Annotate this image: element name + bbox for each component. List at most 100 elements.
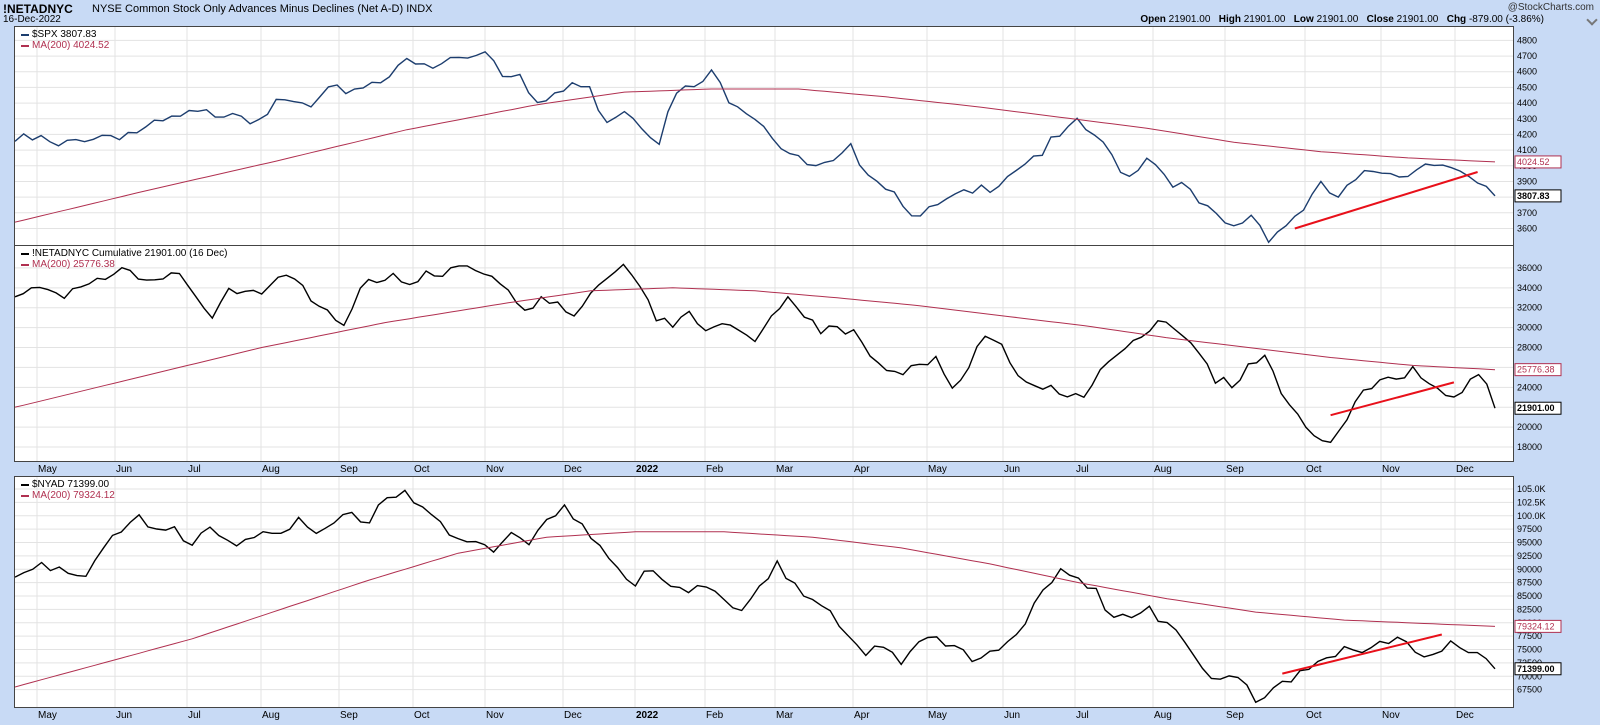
nyad-y-axis: 105.0K 102.5K 100.0K 97500 95000 92500 90000 87… — [1514, 484, 1562, 695]
y-tick-label: 28000 — [1517, 343, 1542, 353]
y-tick-label: 34000 — [1517, 283, 1542, 293]
x-tick-label: Mar — [776, 464, 794, 475]
price-line — [15, 489, 1496, 704]
x-tick-label: Aug — [1154, 464, 1172, 475]
spx-legend-label: $SPX 3807.83 — [32, 29, 97, 40]
nyad-panel: $NYAD 71399.00 MA(200) 79324.12 — [14, 476, 1514, 708]
y-tick-label: 85000 — [1517, 591, 1542, 601]
y-tick-label: 18000 — [1517, 442, 1542, 452]
y-tick-label: 3900 — [1517, 176, 1537, 186]
trendline — [1282, 633, 1443, 675]
y-tick-label: 4800 — [1517, 35, 1537, 45]
y-tick-label: 90000 — [1517, 564, 1542, 574]
x-tick-label: Jul — [188, 464, 201, 475]
nyad-legend-swatch — [21, 483, 29, 486]
gridlines — [15, 246, 1513, 461]
spx-plot — [15, 27, 1513, 245]
ma-value-box — [1514, 155, 1562, 169]
ticker-description: NYSE Common Stock Only Advances Minus De… — [92, 3, 433, 15]
y-tick-label: 4100 — [1517, 145, 1537, 155]
brand-label[interactable]: @StockCharts.com — [1507, 2, 1594, 13]
close-value: 21901.00 — [1396, 14, 1439, 25]
nyad-ma-legend-label: MA(200) 79324.12 — [32, 490, 115, 501]
x-tick-label: Nov — [1382, 710, 1400, 721]
trendline — [1330, 381, 1455, 417]
ma-value-label: 4024.52 — [1517, 157, 1550, 167]
y-tick-label: 82500 — [1517, 604, 1542, 614]
x-tick-label: Feb — [706, 464, 724, 475]
y-tick-label: 20000 — [1517, 422, 1542, 432]
open-label: Open — [1140, 14, 1166, 25]
netad-legend-label: !NETADNYC Cumulative 21901.00 (16 Dec) — [32, 248, 228, 259]
x-tick-label: Mar — [776, 710, 794, 721]
y-tick-label: 3700 — [1517, 208, 1537, 218]
x-tick-label: Aug — [262, 710, 280, 721]
nyad-legend-label: $NYAD 71399.00 — [32, 479, 110, 490]
spx-y-axis: 4800470046004500440043004200410040003900… — [1514, 35, 1562, 233]
ma-value-box — [1514, 619, 1562, 633]
x-tick-label: Nov — [486, 464, 504, 475]
x-tick-label: May — [38, 710, 57, 721]
spx-ma-legend-swatch — [21, 44, 29, 47]
x-tick-label: Aug — [1154, 710, 1172, 721]
x-tick-label: 2022 — [636, 710, 659, 721]
x-tick-label: May — [38, 464, 57, 475]
y-tick-label: 4400 — [1517, 98, 1537, 108]
x-axis-bottom: May Jun Jul Aug Sep Oct Nov Dec 2022 Feb Mar Apr May… — [14, 708, 1514, 723]
y-tick-label: 100.0K — [1517, 511, 1546, 521]
netad-legend-swatch — [21, 252, 29, 255]
last-value-box — [1514, 662, 1562, 676]
spx-legend-swatch — [21, 33, 29, 36]
x-tick-label: Jul — [1076, 710, 1089, 721]
gridlines — [15, 477, 1513, 707]
x-tick-label: Nov — [486, 710, 504, 721]
y-tick-label: 4700 — [1517, 51, 1537, 61]
x-tick-label: Oct — [414, 464, 430, 475]
spx-panel: $SPX 3807.83 MA(200) 4024.52 — [14, 26, 1514, 246]
x-tick-label: Jun — [1004, 464, 1021, 475]
x-tick-label: Dec — [564, 464, 582, 475]
ma200-line — [15, 88, 1496, 223]
high-label: High — [1218, 14, 1241, 25]
last-value-box — [1514, 189, 1562, 203]
x-tick-label: Sep — [1226, 710, 1244, 721]
trendline — [1294, 171, 1478, 230]
x-tick-label: May — [928, 464, 947, 475]
netad-ma-legend-label: MA(200) 25776.38 — [32, 259, 115, 270]
scroll-up-icon[interactable] — [1586, 14, 1598, 26]
quote-summary: Open 21901.00 High 21901.00 Low 21901.00… — [1140, 14, 1544, 25]
y-tick-label: 4500 — [1517, 82, 1537, 92]
chg-label: Chg — [1446, 14, 1467, 25]
low-value: 21901.00 — [1316, 14, 1359, 25]
chart-header: !NETADNYC NYSE Common Stock Only Advance… — [0, 0, 1600, 26]
y-tick-label: 92500 — [1517, 551, 1542, 561]
ma200-line — [15, 531, 1496, 688]
price-line — [15, 263, 1496, 444]
x-tick-label: Dec — [1456, 464, 1474, 475]
x-tick-label: Oct — [1306, 464, 1322, 475]
nyad-ma-legend-swatch — [21, 494, 29, 497]
x-tick-label: Jul — [188, 710, 201, 721]
nyad-legend: $NYAD 71399.00 MA(200) 79324.12 — [21, 479, 115, 501]
y-tick-label: 67500 — [1517, 685, 1542, 695]
x-tick-label: 2022 — [636, 464, 659, 475]
y-tick-label: 36000 — [1517, 263, 1542, 273]
x-tick-label: Apr — [854, 710, 870, 721]
netad-panel: !NETADNYC Cumulative 21901.00 (16 Dec) M… — [14, 245, 1514, 462]
x-tick-label: Feb — [706, 710, 724, 721]
x-tick-label: Oct — [414, 710, 430, 721]
netad-y-axis: 3600034000320003000028000260002400022000… — [1514, 263, 1562, 452]
spx-legend: $SPX 3807.83 MA(200) 4024.52 — [21, 29, 109, 51]
y-tick-label: 3600 — [1517, 223, 1537, 233]
y-tick-label: 87500 — [1517, 578, 1542, 588]
y-tick-label: 77500 — [1517, 631, 1542, 641]
netad-plot — [15, 246, 1513, 461]
y-tick-label: 4300 — [1517, 114, 1537, 124]
x-tick-label: Jul — [1076, 464, 1089, 475]
y-tick-label: 4600 — [1517, 67, 1537, 77]
y-tick-label: 4200 — [1517, 129, 1537, 139]
y-tick-label: 24000 — [1517, 382, 1542, 392]
netad-legend: !NETADNYC Cumulative 21901.00 (16 Dec) M… — [21, 248, 227, 270]
gridlines — [15, 27, 1513, 245]
x-tick-label: Jun — [116, 710, 133, 721]
